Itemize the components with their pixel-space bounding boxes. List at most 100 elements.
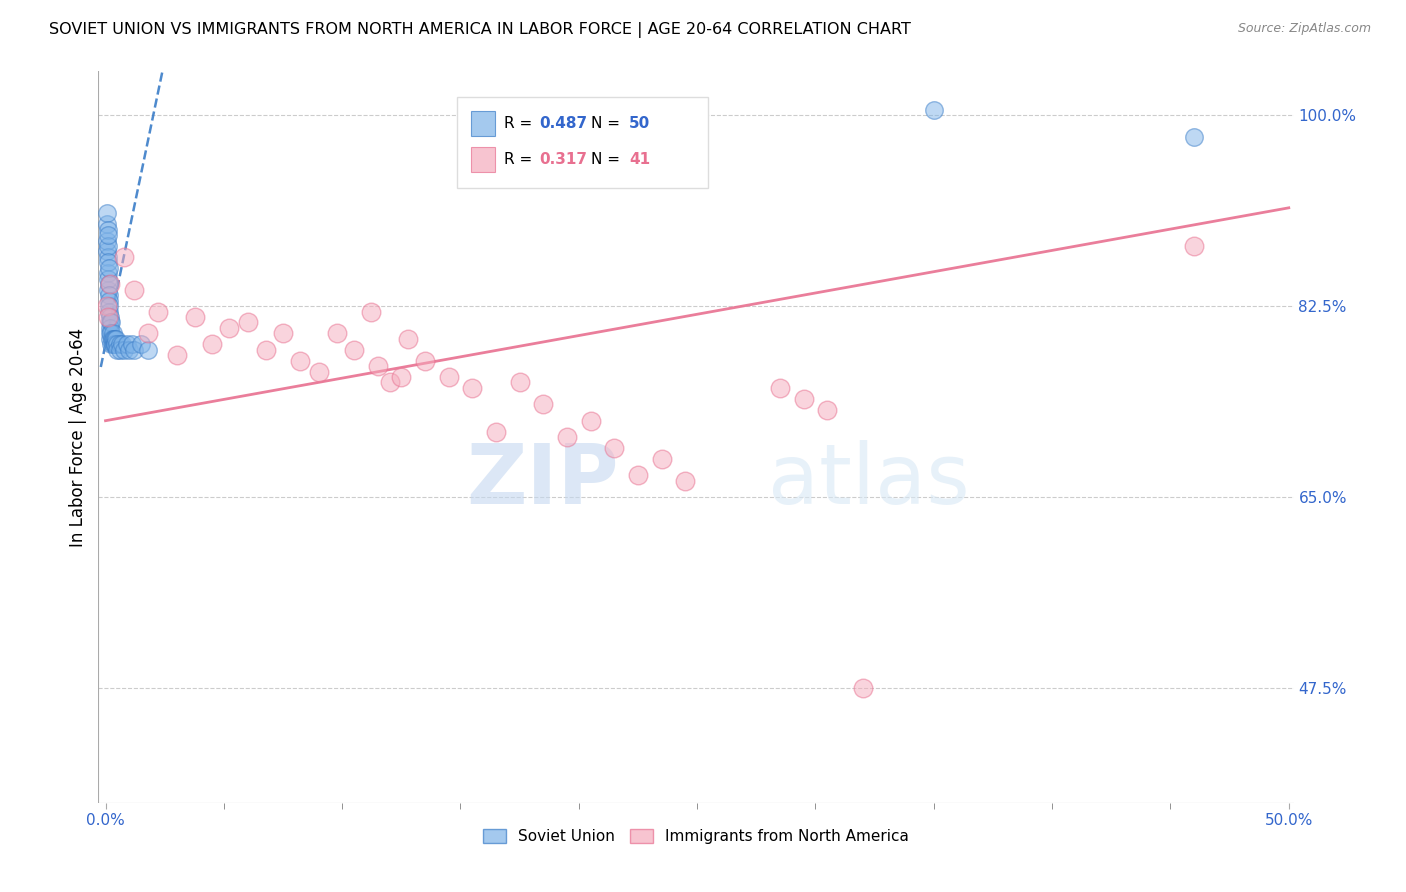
Point: [115, 337, 138, 351]
Point: [555, 430, 578, 444]
Point: [108, 337, 131, 351]
Point: [122, 343, 145, 357]
Point: [367, 359, 389, 373]
FancyBboxPatch shape: [457, 97, 709, 188]
Point: [100, 326, 122, 341]
Y-axis label: In Labor Force | Age 20-64: In Labor Force | Age 20-64: [69, 327, 87, 547]
Point: [509, 376, 531, 390]
Point: [389, 370, 412, 384]
Point: [104, 337, 127, 351]
Point: [461, 381, 484, 395]
Point: [122, 283, 145, 297]
Text: N =: N =: [591, 116, 624, 131]
Text: 50: 50: [628, 116, 651, 131]
Point: [218, 321, 240, 335]
Point: [101, 326, 124, 341]
Point: [98, 332, 121, 346]
Point: [673, 474, 696, 488]
FancyBboxPatch shape: [471, 111, 495, 136]
Point: [413, 353, 436, 368]
Text: 41: 41: [628, 153, 650, 168]
Point: [184, 310, 207, 324]
Point: [98, 321, 121, 335]
Text: SOVIET UNION VS IMMIGRANTS FROM NORTH AMERICA IN LABOR FORCE | AGE 20-64 CORRELA: SOVIET UNION VS IMMIGRANTS FROM NORTH AM…: [49, 22, 911, 38]
Point: [100, 332, 122, 346]
Point: [485, 425, 508, 439]
Point: [1182, 129, 1205, 144]
Point: [114, 343, 136, 357]
Point: [97, 228, 120, 243]
Point: [105, 337, 128, 351]
Text: Source: ZipAtlas.com: Source: ZipAtlas.com: [1237, 22, 1371, 36]
Point: [97, 222, 120, 236]
Text: 0.317: 0.317: [540, 153, 588, 168]
Legend: Soviet Union, Immigrants from North America: Soviet Union, Immigrants from North Amer…: [477, 822, 915, 850]
Point: [121, 337, 143, 351]
Point: [103, 332, 125, 346]
Text: N =: N =: [591, 153, 624, 168]
Point: [96, 299, 118, 313]
Point: [437, 370, 460, 384]
Point: [104, 332, 127, 346]
Point: [378, 376, 401, 390]
Text: atlas: atlas: [768, 441, 969, 522]
Point: [146, 304, 169, 318]
Point: [326, 326, 349, 341]
Point: [114, 250, 136, 264]
Point: [98, 304, 121, 318]
Point: [97, 288, 120, 302]
Point: [98, 310, 121, 324]
Point: [271, 326, 294, 341]
Point: [922, 103, 945, 117]
Point: [166, 348, 188, 362]
Point: [101, 337, 124, 351]
Point: [96, 244, 118, 259]
Point: [1182, 239, 1205, 253]
Point: [111, 337, 134, 351]
Point: [308, 365, 330, 379]
Point: [98, 299, 121, 313]
Point: [97, 239, 120, 253]
Point: [97, 266, 120, 280]
Point: [815, 402, 838, 417]
Point: [852, 681, 875, 695]
Point: [603, 441, 626, 455]
Point: [256, 343, 278, 357]
Point: [651, 451, 673, 466]
Point: [100, 337, 122, 351]
Point: [136, 326, 159, 341]
Point: [136, 343, 159, 357]
Text: ZIP: ZIP: [465, 441, 619, 522]
Point: [96, 206, 118, 220]
Text: R =: R =: [503, 116, 537, 131]
Point: [105, 343, 128, 357]
Point: [201, 337, 224, 351]
Point: [288, 353, 311, 368]
Point: [96, 217, 118, 231]
Point: [97, 250, 120, 264]
Point: [98, 326, 121, 341]
Point: [236, 315, 259, 329]
Point: [98, 315, 121, 329]
Point: [627, 468, 650, 483]
Point: [97, 283, 120, 297]
Point: [579, 414, 602, 428]
Point: [396, 332, 419, 346]
Text: R =: R =: [503, 153, 537, 168]
Point: [97, 272, 120, 286]
FancyBboxPatch shape: [471, 147, 495, 172]
Point: [129, 337, 152, 351]
Point: [98, 277, 121, 292]
Point: [360, 304, 382, 318]
Point: [97, 310, 120, 324]
Text: 0.487: 0.487: [540, 116, 588, 131]
Point: [96, 234, 118, 248]
Point: [97, 255, 120, 269]
Point: [105, 332, 128, 346]
Point: [97, 277, 120, 292]
Point: [108, 343, 131, 357]
Point: [104, 337, 127, 351]
Point: [793, 392, 815, 406]
Point: [343, 343, 366, 357]
Point: [100, 315, 122, 329]
